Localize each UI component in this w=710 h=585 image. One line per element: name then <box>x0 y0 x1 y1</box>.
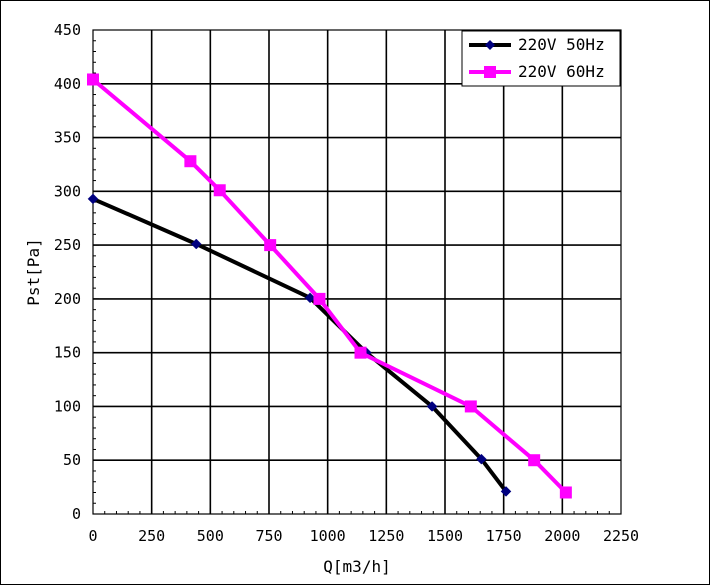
y-tick-label-0: 0 <box>72 505 81 523</box>
x-tick-labels: 0 250 500 750 1000 1250 1500 1750 2000 2250 <box>88 527 639 545</box>
y-tick-label-450: 450 <box>54 21 81 39</box>
y-tick-labels: 0 50 100 150 200 250 300 350 400 450 <box>54 21 81 523</box>
legend: 220V 50Hz 220V 60Hz <box>461 30 621 87</box>
axis-ticks <box>92 29 622 515</box>
y-axis-label: Pst[Pa] <box>24 238 43 305</box>
y-tick-label-350: 350 <box>54 129 81 147</box>
x-tick-label-1500: 1500 <box>427 527 463 545</box>
x-tick-label-500: 500 <box>197 527 224 545</box>
y-tick-label-150: 150 <box>54 344 81 362</box>
x-axis-label: Q[m3/h] <box>323 557 390 576</box>
data-point <box>464 400 477 413</box>
data-point <box>87 193 99 205</box>
y-tick-label-400: 400 <box>54 75 81 93</box>
data-point <box>528 454 541 467</box>
data-point <box>313 292 326 305</box>
grid <box>93 30 621 514</box>
legend-label-220v-50hz: 220V 50Hz <box>518 35 605 54</box>
x-tick-label-2250: 2250 <box>603 527 639 545</box>
y-tick-label-300: 300 <box>54 182 81 200</box>
series-220v-60hz <box>87 73 572 499</box>
data-point <box>426 401 438 412</box>
data-point <box>190 238 202 250</box>
x-tick-label-0: 0 <box>88 527 97 545</box>
data-point <box>87 73 99 86</box>
legend-marker-diamond <box>485 40 495 50</box>
y-tick-label-200: 200 <box>54 290 81 308</box>
data-point <box>184 155 197 168</box>
y-tick-label-250: 250 <box>54 236 81 254</box>
data-point <box>264 239 277 252</box>
series-layer <box>87 73 572 499</box>
x-tick-label-1000: 1000 <box>310 527 346 545</box>
series-line-220v-60hz <box>91 77 568 495</box>
data-point <box>500 486 512 497</box>
data-point <box>304 292 316 304</box>
legend-label-220v-60hz: 220V 60Hz <box>518 62 605 81</box>
series-line-220v-50hz <box>91 196 508 494</box>
data-point <box>476 453 487 465</box>
data-point <box>559 486 572 499</box>
x-tick-label-1250: 1250 <box>368 527 404 545</box>
x-tick-label-2000: 2000 <box>544 527 580 545</box>
data-point <box>213 184 226 197</box>
x-tick-label-250: 250 <box>138 527 165 545</box>
y-tick-label-100: 100 <box>54 397 81 415</box>
data-point <box>354 346 367 359</box>
x-tick-label-750: 750 <box>255 527 282 545</box>
x-tick-label-1750: 1750 <box>486 527 522 545</box>
legend-marker-square <box>484 66 496 78</box>
y-tick-label-50: 50 <box>63 451 81 469</box>
plot-area-border <box>92 29 622 515</box>
